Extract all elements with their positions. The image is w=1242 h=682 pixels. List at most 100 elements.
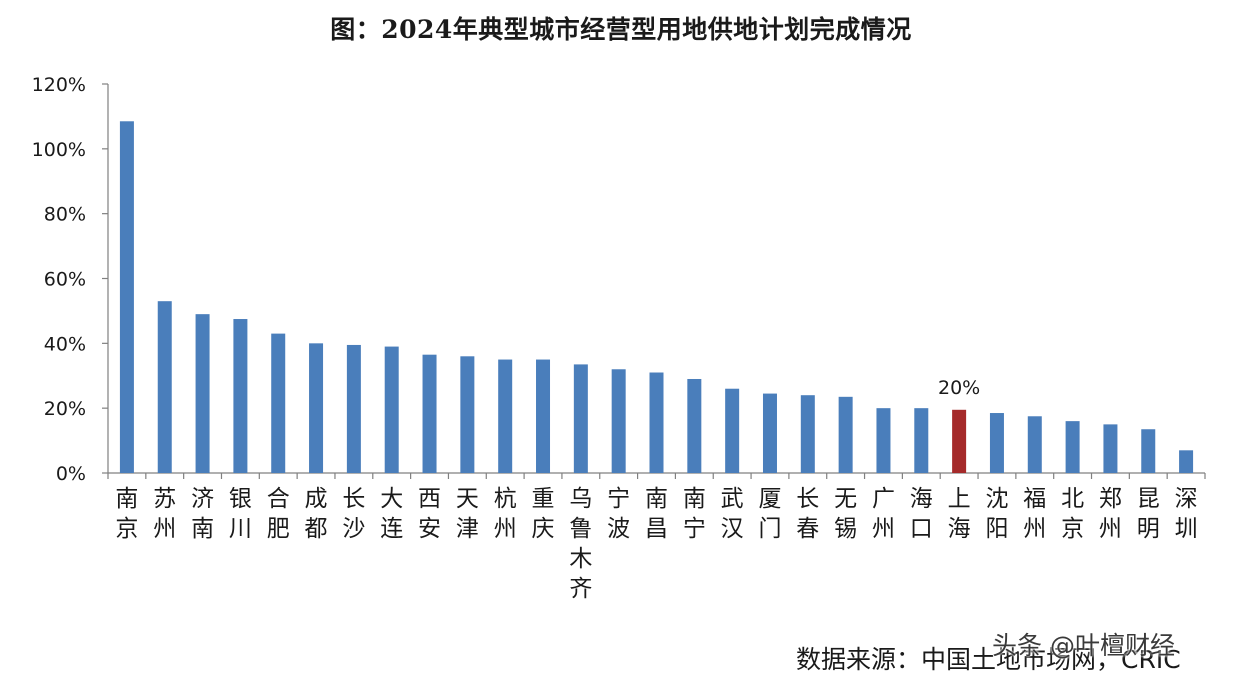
bar [611,369,626,473]
x-category-label: 上 [948,486,971,512]
x-category-label: 宁 [607,486,630,512]
x-category-label: 连 [380,516,403,542]
x-category-label: 北 [1061,486,1084,512]
chart-title: 图：2024年典型城市经营型用地供地计划完成情况 [330,15,912,44]
x-category-label: 鲁 [569,516,592,542]
x-category-label: 武 [721,486,744,512]
x-category-label: 阳 [985,516,1008,542]
x-category-label: 重 [532,486,555,512]
x-category-label: 京 [1061,516,1084,542]
x-category-label: 杭 [494,486,517,512]
bar [498,359,513,473]
x-category-label: 波 [607,516,630,542]
x-category-label: 州 [1099,516,1122,542]
bar [1065,421,1080,473]
x-category-label: 昌 [645,516,668,542]
x-category-label: 沙 [342,516,365,542]
bar [309,343,324,473]
x-category-label: 门 [758,516,781,542]
x-category-label: 乌 [569,486,592,512]
x-category-label: 州 [494,516,517,542]
x-category-label: 庆 [532,516,555,542]
x-category-label: 木 [569,546,592,572]
x-category-label: 川 [229,516,252,542]
x-category-label: 海 [948,516,971,542]
y-tick-label: 120% [32,74,86,96]
x-category-label: 福 [1023,486,1046,512]
x-category-label: 安 [418,516,441,542]
bar [1179,450,1194,473]
y-tick-label: 100% [32,139,86,161]
bar [914,408,929,473]
x-category-label: 银 [229,486,252,512]
x-category-label: 成 [305,486,328,512]
x-category-label: 天 [456,486,479,512]
bar [725,388,740,473]
y-tick-label: 0% [56,463,86,485]
x-category-label: 州 [153,516,176,542]
data-source-note: 数据来源：中国土地市场网，CRIC [796,645,1181,674]
watermark: 头条 @叶檀财经 [992,631,1175,660]
x-category-label: 都 [305,516,328,542]
x-category-label: 津 [456,516,479,542]
y-tick-label: 60% [44,269,86,291]
x-category-label: 大 [380,486,403,512]
x-category-label: 合 [267,486,290,512]
bar [119,121,134,473]
x-category-label: 海 [910,486,933,512]
bar [1027,416,1042,473]
x-category-label: 西 [418,486,441,512]
bar [838,396,853,473]
bar [952,409,967,473]
bar [422,354,437,473]
bar [762,393,777,473]
bar [1103,424,1118,473]
bar [384,346,399,473]
bar [195,314,210,473]
y-tick-label: 80% [44,204,86,226]
x-category-label: 南 [683,486,706,512]
x-category-label: 昆 [1137,486,1160,512]
x-category-label: 广 [872,486,895,512]
x-category-label: 无 [834,486,857,512]
highlight-data-label: 20% [938,377,980,399]
x-category-label: 南 [645,486,668,512]
y-tick-label: 40% [44,333,86,355]
x-category-label: 苏 [153,486,176,512]
bar [989,413,1004,473]
x-category-label: 厦 [758,486,781,512]
bar [1141,429,1156,473]
x-category-label: 州 [1023,516,1046,542]
y-tick-label: 20% [44,398,86,420]
x-category-label: 南 [115,486,138,512]
bar [157,301,172,473]
x-category-label: 京 [115,516,138,542]
x-category-label: 州 [872,516,895,542]
x-category-label: 锡 [834,516,857,542]
x-category-label: 济 [191,486,214,512]
x-category-label: 长 [796,486,819,512]
x-category-label: 长 [342,486,365,512]
x-category-label: 南 [191,516,214,542]
bar [346,344,361,473]
x-category-label: 宁 [683,516,706,542]
bar [460,356,475,473]
x-category-label: 沈 [985,486,1008,512]
bar [573,364,588,473]
x-category-label: 汉 [721,516,744,542]
bar [271,333,286,473]
x-category-label: 肥 [267,516,290,542]
bar [876,408,891,473]
bar [233,319,248,473]
bar [649,372,664,473]
bar [800,395,815,473]
x-category-label: 春 [796,516,819,542]
x-category-label: 圳 [1175,516,1198,542]
bar [536,359,551,473]
x-category-label: 口 [910,516,933,542]
bar [687,378,702,473]
x-category-label: 齐 [569,576,592,602]
x-category-label: 明 [1137,516,1160,542]
x-category-label: 郑 [1099,486,1122,512]
